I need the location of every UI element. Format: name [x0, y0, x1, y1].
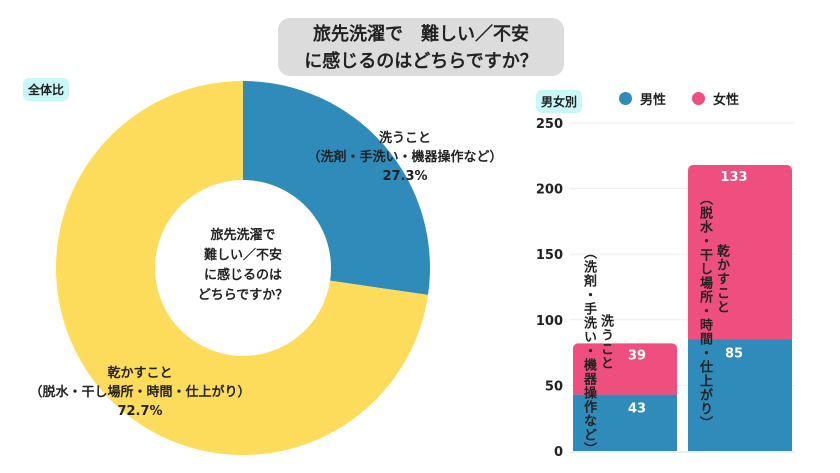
center-text: 旅先洗濯で 難しい／不安 に感じるのは どちらですか？ [197, 228, 289, 303]
y-tick-label: 150 [536, 248, 563, 263]
female-dot-icon [692, 92, 705, 105]
male-dot-icon [619, 92, 632, 105]
bar-value-label: 133 [720, 170, 747, 185]
overall-badge: 全体比 [23, 78, 70, 101]
bar-label-dry: 乾かすこと （脱水・干し場所・時間・仕上がり） [697, 192, 729, 430]
bar-value-label: 85 [725, 346, 743, 361]
bar-value-label: 39 [628, 348, 646, 363]
slice-label-wash: 洗うこと （洗剤・手洗い・機器操作など） 27.3% [307, 131, 503, 184]
bar-label-wash: 洗うこと （洗剤・手洗い・機器操作など） [581, 246, 613, 456]
slice-label-dry: 乾かすこと （脱水・干し場所・時間・仕上がり） 72.7% [29, 366, 251, 419]
y-tick-label: 50 [545, 379, 563, 394]
bar-segment-fill [573, 351, 677, 395]
gender-badge: 男女別 [536, 90, 583, 113]
donut-slice [55, 81, 429, 456]
y-tick-label: 100 [536, 314, 563, 329]
legend-male: 男性 [619, 89, 666, 108]
bar-segment-fill [688, 172, 792, 340]
legend-female: 女性 [692, 89, 739, 108]
chart-title: 旅先洗濯で 難しい／不安 に感じるのはどちらですか？ [278, 18, 564, 76]
y-tick-label: 250 [536, 117, 563, 132]
bar-segment [573, 394, 677, 451]
donut-slice [243, 81, 430, 295]
bar-segment [688, 339, 792, 451]
y-tick-label: 0 [554, 445, 563, 460]
bar-value-label: 43 [628, 402, 646, 417]
y-tick-label: 200 [536, 183, 563, 198]
